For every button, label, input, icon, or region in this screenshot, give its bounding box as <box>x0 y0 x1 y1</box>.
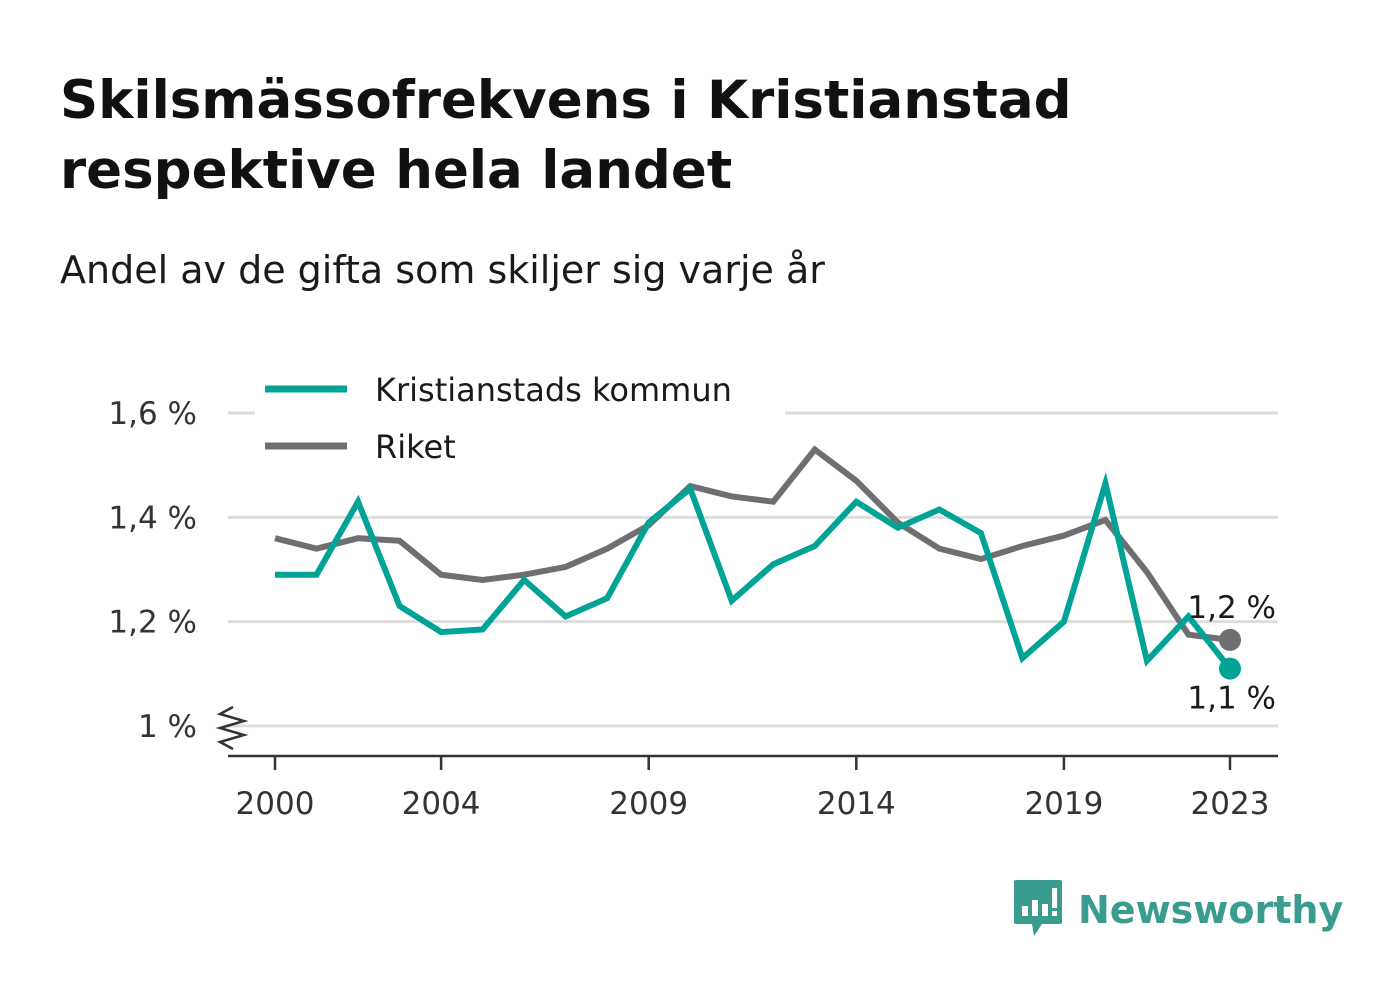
y-tick-label: 1,6 % <box>108 396 197 432</box>
x-tick-label: 2023 <box>1191 786 1270 822</box>
x-tick-label: 2009 <box>609 786 688 822</box>
series-end-point <box>1219 657 1241 680</box>
axis-break-icon <box>215 705 249 751</box>
legend-label: Kristianstads kommun <box>375 371 732 409</box>
end-value-labels: 1,2 % 1,1 % <box>1187 590 1276 717</box>
series-end-point <box>1219 628 1241 651</box>
y-axis-tick-labels: 1 % 1,2 % 1,4 % 1,6 % <box>108 396 197 745</box>
legend-label: Riket <box>375 428 456 466</box>
y-tick-label: 1,4 % <box>108 500 197 536</box>
series-lines <box>274 445 1241 680</box>
x-tick-label: 2004 <box>402 786 481 822</box>
end-label-kristianstad: 1,1 % <box>1187 681 1276 717</box>
y-tick-label: 1,2 % <box>108 605 197 641</box>
x-axis <box>215 705 1278 770</box>
x-tick-label: 2000 <box>236 786 315 822</box>
series-line <box>274 445 1231 643</box>
end-label-riket: 1,2 % <box>1187 590 1276 626</box>
legend-background <box>255 362 785 472</box>
x-tick-label: 2019 <box>1024 786 1103 822</box>
chart-title: Skilsmässofrekvens i Kristianstad respek… <box>60 70 1072 201</box>
legend: Kristianstads kommun Riket <box>255 362 785 472</box>
series-line <box>275 471 1233 671</box>
chart-subtitle: Andel av de gifta som skiljer sig varje … <box>60 248 825 292</box>
x-tick-label: 2014 <box>817 786 896 822</box>
x-axis-tick-labels: 2000 2004 2009 2014 2019 2023 <box>236 786 1270 822</box>
brand-name: Newsworthy <box>1078 888 1344 932</box>
bar-chart-bubble-icon <box>1012 878 1064 943</box>
y-tick-label: 1 % <box>138 709 197 745</box>
newsworthy-logo: Newsworthy <box>1012 878 1343 942</box>
